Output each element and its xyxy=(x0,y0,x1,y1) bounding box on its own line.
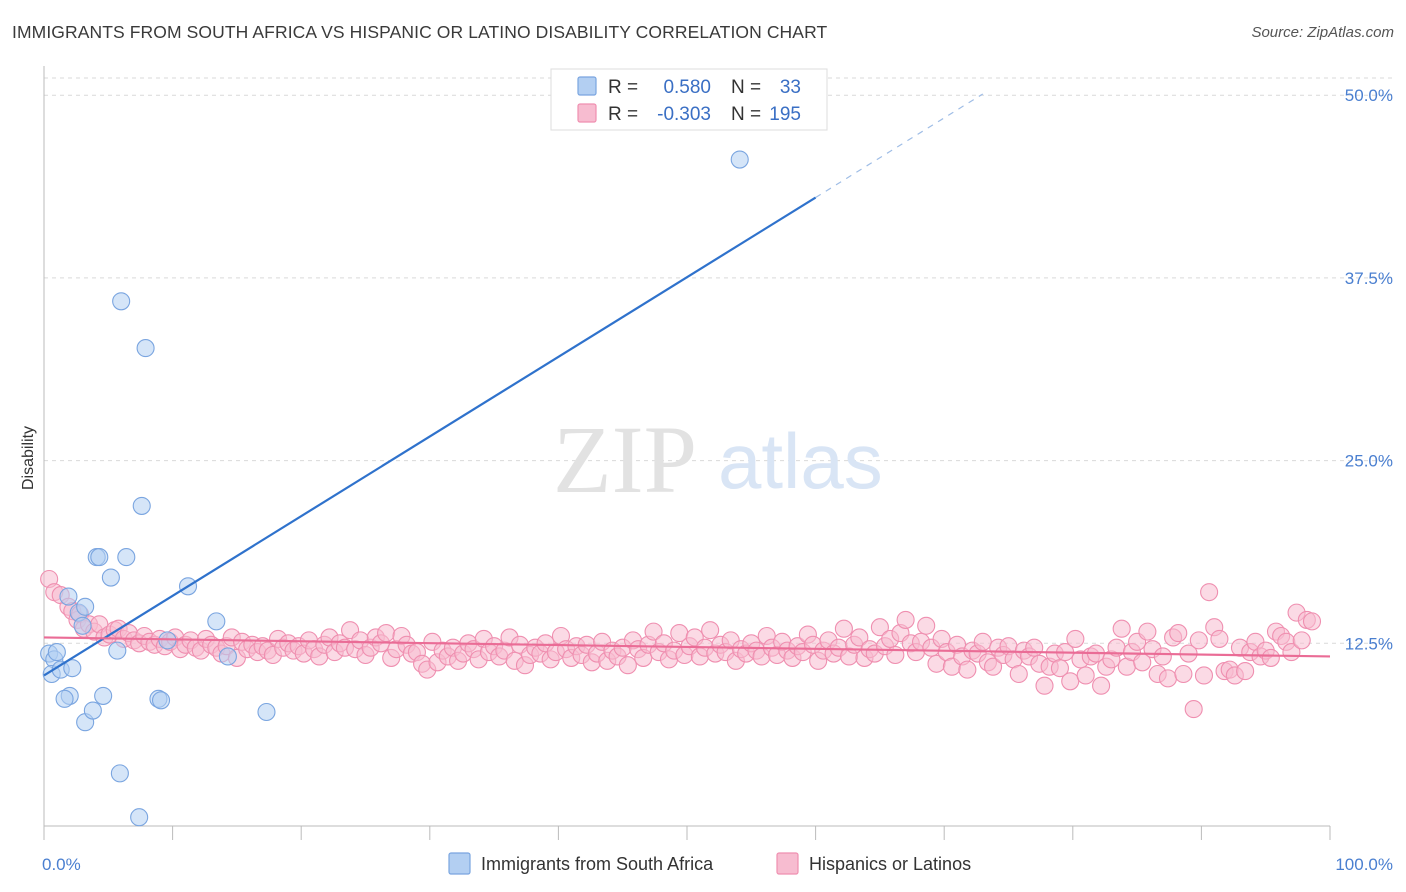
point-blue-11 xyxy=(73,616,92,635)
point-blue-24 xyxy=(110,764,129,783)
point-pink-244 xyxy=(1292,631,1311,650)
y-tick-label-2: 37.5% xyxy=(1345,269,1393,288)
point-blue-27 xyxy=(108,641,127,660)
point-blue-21 xyxy=(94,686,113,705)
point-pink-167 xyxy=(896,610,915,629)
point-blue-31 xyxy=(257,702,276,722)
chart-source: Source: ZipAtlas.com xyxy=(1251,24,1394,41)
point-blue-16 xyxy=(132,496,151,515)
point-blue-25 xyxy=(130,808,149,827)
point-pink-179 xyxy=(958,660,977,679)
series-pink-points xyxy=(40,569,1322,719)
point-pink-192 xyxy=(1025,638,1044,657)
trend-line-pink xyxy=(43,636,1331,658)
point-pink-221 xyxy=(1174,664,1193,684)
legend-n-label-2: N = xyxy=(731,104,761,125)
watermark: ZIP atlas xyxy=(553,406,883,513)
point-pink-162 xyxy=(870,618,889,637)
point-blue-15 xyxy=(117,548,136,567)
point-pink-194 xyxy=(1035,676,1054,695)
legend-r-value-2: -0.303 xyxy=(657,104,711,125)
legend-n-value-2: 195 xyxy=(769,104,801,125)
point-pink-205 xyxy=(1092,676,1111,695)
point-pink-238 xyxy=(1261,648,1280,667)
point-blue-18 xyxy=(136,339,155,358)
point-pink-218 xyxy=(1158,669,1178,688)
point-blue-29 xyxy=(207,612,226,631)
legend-n-label-1: N = xyxy=(731,77,761,98)
bottom-legend-label-1: Immigrants from South Africa xyxy=(481,854,714,874)
point-pink-118 xyxy=(644,622,663,641)
grid-lines xyxy=(44,77,1394,644)
point-pink-226 xyxy=(1200,583,1219,602)
point-blue-14 xyxy=(101,568,120,587)
x-tick-label-0: 0.0% xyxy=(42,855,81,874)
legend-box xyxy=(550,68,828,131)
point-pink-225 xyxy=(1194,666,1214,685)
chart-title: IMMIGRANTS FROM SOUTH AFRICA VS HISPANIC… xyxy=(12,22,828,42)
point-pink-155 xyxy=(834,619,853,638)
tick-labels: 12.5% 25.0% 37.5% 50.0% 0.0% 100.0% xyxy=(42,86,1393,874)
legend-swatch-pink xyxy=(577,103,597,123)
point-pink-217 xyxy=(1153,647,1172,666)
point-pink-228 xyxy=(1210,629,1229,648)
point-pink-246 xyxy=(1302,612,1322,631)
point-pink-214 xyxy=(1138,622,1157,641)
point-pink-184 xyxy=(984,657,1003,676)
trend-lines xyxy=(43,93,1331,677)
point-pink-220 xyxy=(1169,624,1188,643)
point-pink-171 xyxy=(917,616,936,635)
y-tick-label-0: 12.5% xyxy=(1345,634,1393,653)
point-pink-189 xyxy=(1009,664,1028,684)
data-points xyxy=(40,150,1322,827)
point-pink-129 xyxy=(701,621,720,640)
point-blue-10 xyxy=(59,587,78,606)
point-pink-202 xyxy=(1076,666,1095,685)
axes xyxy=(43,66,1331,840)
x-tick-label-1: 100.0% xyxy=(1335,855,1393,874)
y-tick-label-1: 25.0% xyxy=(1345,452,1393,471)
point-blue-7 xyxy=(55,689,74,708)
legend-r-label-1: R = xyxy=(608,77,638,98)
point-blue-32 xyxy=(730,150,749,169)
watermark-zip: ZIP xyxy=(553,406,697,513)
point-pink-223 xyxy=(1184,700,1203,719)
point-pink-233 xyxy=(1236,662,1255,681)
y-tick-label-3: 50.0% xyxy=(1345,86,1393,105)
point-blue-23 xyxy=(151,691,171,710)
point-blue-20 xyxy=(83,701,102,720)
y-axis-label: Disability xyxy=(20,426,37,490)
point-pink-113 xyxy=(618,656,637,675)
watermark-atlas: atlas xyxy=(718,417,883,505)
point-blue-9 xyxy=(76,597,95,616)
bottom-legend-swatch-pink xyxy=(776,852,799,875)
series-legend: Immigrants from South Africa Hispanics o… xyxy=(448,852,971,875)
point-blue-5 xyxy=(63,659,82,678)
point-blue-4 xyxy=(47,643,66,662)
point-pink-199 xyxy=(1061,672,1080,691)
bottom-legend-swatch-blue xyxy=(448,852,471,875)
legend-swatch-blue xyxy=(577,76,597,96)
bottom-legend-label-2: Hispanics or Latinos xyxy=(809,854,971,874)
point-pink-197 xyxy=(1050,659,1069,678)
point-blue-13 xyxy=(90,548,109,567)
trend-line-blue-extension xyxy=(815,93,984,199)
trend-line-blue xyxy=(43,196,817,677)
point-blue-17 xyxy=(112,292,131,311)
legend-n-value-1: 33 xyxy=(780,77,801,98)
point-pink-158 xyxy=(850,628,869,647)
legend-r-label-2: R = xyxy=(608,104,638,125)
point-blue-30 xyxy=(218,647,237,666)
point-pink-200 xyxy=(1066,629,1085,648)
correlation-legend: R = 0.580 N = 33 R = -0.303 N = 195 xyxy=(550,68,828,131)
point-pink-66 xyxy=(377,624,396,643)
point-pink-182 xyxy=(973,632,992,651)
point-pink-224 xyxy=(1189,631,1208,650)
legend-r-value-1: 0.580 xyxy=(663,77,711,98)
point-pink-209 xyxy=(1112,619,1131,638)
